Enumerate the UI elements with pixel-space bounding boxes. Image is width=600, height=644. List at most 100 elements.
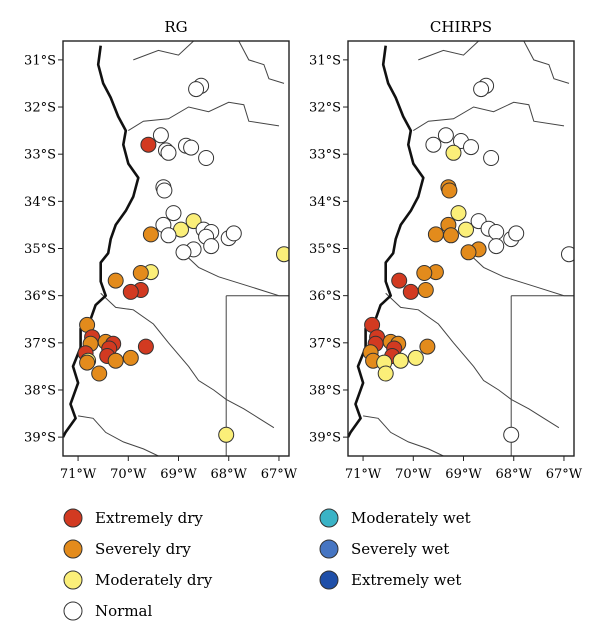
station-marker-normal xyxy=(488,238,505,255)
station-marker-normal xyxy=(203,238,220,255)
station-marker-normal xyxy=(488,224,505,240)
station-marker-moderately-dry xyxy=(377,365,394,382)
station-marker-normal xyxy=(160,144,177,161)
country-border-line xyxy=(348,45,425,438)
y-tick-label: 39°S xyxy=(24,431,56,446)
legend-swatch-extremely-dry xyxy=(63,508,83,528)
y-tick-label: 33°S xyxy=(309,148,341,163)
panel-title-chirps: CHIRPS xyxy=(430,18,492,36)
x-tick-label: 67°W xyxy=(261,467,298,482)
station-marker-normal xyxy=(160,227,177,244)
station-marker-extremely-dry xyxy=(140,136,157,153)
legend-label-extremely-wet: Extremely wet xyxy=(351,571,461,589)
y-tick-label: 35°S xyxy=(309,242,341,257)
station-marker-extremely-dry xyxy=(402,283,419,300)
station-marker-severely-dry xyxy=(122,349,139,366)
legend-swatch-extremely-wet xyxy=(319,570,339,590)
y-tick-label: 37°S xyxy=(24,336,56,351)
legend-swatch-severely-dry xyxy=(63,539,83,559)
station-marker-severely-dry xyxy=(427,226,444,243)
y-tick-label: 34°S xyxy=(309,195,341,210)
station-marker-severely-dry xyxy=(417,282,434,298)
province-border xyxy=(385,292,560,429)
province-border xyxy=(128,101,280,132)
station-marker-normal xyxy=(225,225,242,242)
station-marker-normal xyxy=(183,139,200,156)
legend-label-severely-wet: Severely wet xyxy=(351,540,449,558)
station-marker-extremely-dry xyxy=(391,272,408,289)
station-marker-moderately-dry xyxy=(450,205,467,222)
province-border xyxy=(468,252,574,297)
legend-swatch-severely-wet xyxy=(319,539,339,559)
country-border-line xyxy=(63,45,140,438)
map-layer-rg xyxy=(63,41,289,456)
province-border xyxy=(100,292,275,429)
station-marker-moderately-dry xyxy=(445,144,462,161)
y-tick-label: 39°S xyxy=(309,431,341,446)
y-tick-label: 36°S xyxy=(309,289,341,304)
station-marker-severely-dry xyxy=(132,265,149,281)
legend-swatch-moderately-wet xyxy=(319,508,339,528)
x-tick-label: 70°W xyxy=(395,467,432,482)
station-marker-normal xyxy=(503,426,520,443)
station-marker-moderately-dry xyxy=(407,349,424,366)
map-panel-chirps: CHIRPS 31°S 32°S 33°S 34°S 35°S 36°S 37°S 38°S 3… xyxy=(309,18,583,482)
y-tick-label: 34°S xyxy=(24,195,56,210)
station-marker-severely-dry xyxy=(416,265,433,281)
y-tick-label: 33°S xyxy=(24,148,56,163)
station-marker-moderately-dry xyxy=(458,221,474,238)
province-border xyxy=(238,41,285,84)
station-marker-moderately-dry xyxy=(392,352,409,369)
station-marker-severely-dry xyxy=(142,226,159,243)
x-tick-label: 68°W xyxy=(496,467,533,482)
province-border xyxy=(363,415,444,456)
y-tick-label: 32°S xyxy=(309,101,341,116)
station-marker-severely-dry xyxy=(443,227,459,244)
station-marker-severely-dry xyxy=(79,354,96,371)
station-marker-normal xyxy=(165,205,182,222)
station-marker-severely-dry xyxy=(441,182,458,199)
y-tick-label: 38°S xyxy=(309,383,341,398)
station-marker-normal xyxy=(188,81,205,98)
x-tick-label: 71°W xyxy=(60,467,97,482)
station-marker-normal xyxy=(152,127,169,144)
station-marker-severely-dry xyxy=(460,244,477,261)
x-tick-label: 69°W xyxy=(160,467,197,482)
map-panel-rg: RG 31°S 32°S 33°S 34°S 35°S 36°S 37°S 38°S 39°S 7… xyxy=(24,18,298,482)
station-marker-extremely-dry xyxy=(137,338,154,355)
legend: Extremely dry Severely dry Moderately dry N… xyxy=(63,508,471,621)
station-marker-normal xyxy=(198,150,215,166)
province-border xyxy=(413,101,565,132)
legend-right-column: Moderately wet Severely wet Extremely wet xyxy=(319,508,471,590)
y-tick-label: 37°S xyxy=(309,336,341,351)
map-layer-chirps xyxy=(348,41,574,456)
station-marker-severely-dry xyxy=(419,338,436,355)
province-border xyxy=(78,415,159,456)
legend-label-moderately-wet: Moderately wet xyxy=(351,509,471,527)
station-marker-moderately-dry xyxy=(218,426,235,443)
y-tick-label: 31°S xyxy=(309,53,341,68)
legend-swatch-normal xyxy=(63,601,83,621)
station-marker-normal xyxy=(561,246,574,263)
station-marker-normal xyxy=(437,127,454,144)
x-tick-label: 70°W xyxy=(110,467,147,482)
legend-label-normal: Normal xyxy=(95,602,152,620)
x-tick-label: 69°W xyxy=(445,467,482,482)
y-tick-label: 32°S xyxy=(24,101,56,116)
panel-title-rg: RG xyxy=(164,18,187,36)
station-marker-normal xyxy=(508,225,525,242)
province-border xyxy=(418,41,479,61)
x-tick-label: 67°W xyxy=(546,467,583,482)
legend-label-severely-dry: Severely dry xyxy=(95,540,191,558)
legend-swatch-moderately-dry xyxy=(63,570,83,590)
province-border xyxy=(523,41,570,84)
station-marker-normal xyxy=(425,136,442,153)
province-border xyxy=(183,252,289,297)
legend-left-column: Extremely dry Severely dry Moderately dry N… xyxy=(63,508,213,621)
y-tick-label: 38°S xyxy=(24,383,56,398)
station-marker-normal xyxy=(473,81,490,98)
station-marker-normal xyxy=(483,150,500,166)
station-marker-normal xyxy=(156,182,173,199)
station-marker-moderately-dry xyxy=(276,246,289,263)
